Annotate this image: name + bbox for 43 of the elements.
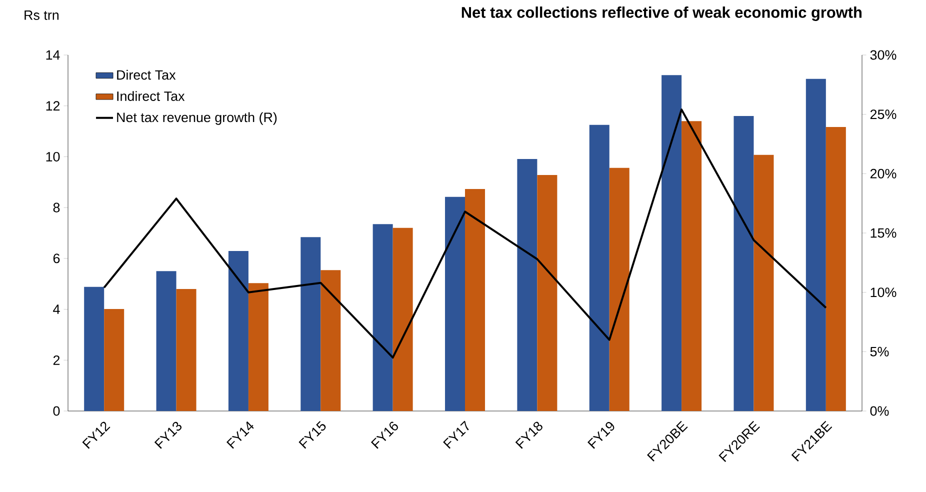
y2-tick-label: 5% xyxy=(870,346,889,356)
bar xyxy=(754,154,774,411)
bar xyxy=(445,196,466,411)
y-tick-label: 8 xyxy=(53,202,60,212)
y2-tick-label: 15% xyxy=(870,228,896,238)
y-tick-label: 12 xyxy=(46,101,60,111)
bar xyxy=(176,288,196,411)
legend-label: Indirect Tax xyxy=(117,91,185,101)
legend-label: Direct Tax xyxy=(117,70,176,80)
y2-tick-label: 25% xyxy=(870,110,896,120)
bar xyxy=(537,175,558,411)
bar xyxy=(734,116,754,411)
bar xyxy=(517,159,538,411)
bar xyxy=(104,309,124,411)
bar xyxy=(826,126,846,411)
bar xyxy=(662,75,682,411)
y-tick-label: 6 xyxy=(53,254,60,264)
y2-tick-label: 20% xyxy=(870,168,896,178)
bar xyxy=(682,121,702,411)
bar xyxy=(320,270,341,411)
bar xyxy=(806,78,826,411)
y-tick-label: 4 xyxy=(53,304,60,314)
bar xyxy=(589,124,610,411)
bar xyxy=(300,237,321,411)
y-tick-label: 2 xyxy=(53,355,60,365)
y-tick-label: 14 xyxy=(46,50,60,60)
y-axis-title: Rs trn xyxy=(24,10,59,20)
bar xyxy=(228,251,248,411)
y-tick-label: 0 xyxy=(53,406,60,416)
legend-label: Net tax revenue growth (R) xyxy=(117,112,277,125)
y-tick-label: 10 xyxy=(46,152,60,162)
bar xyxy=(465,189,486,411)
bar xyxy=(392,228,413,411)
bar xyxy=(156,271,176,411)
y2-tick-label: 30% xyxy=(870,50,896,60)
bar xyxy=(609,168,630,411)
y2-tick-label: 10% xyxy=(870,288,896,298)
y2-tick-label: 0% xyxy=(870,406,889,416)
bar xyxy=(84,286,104,411)
bar xyxy=(248,283,268,411)
chart-title: Net tax collections reflective of weak economic growth xyxy=(462,6,862,21)
bar xyxy=(372,224,393,411)
line-series xyxy=(103,108,827,359)
